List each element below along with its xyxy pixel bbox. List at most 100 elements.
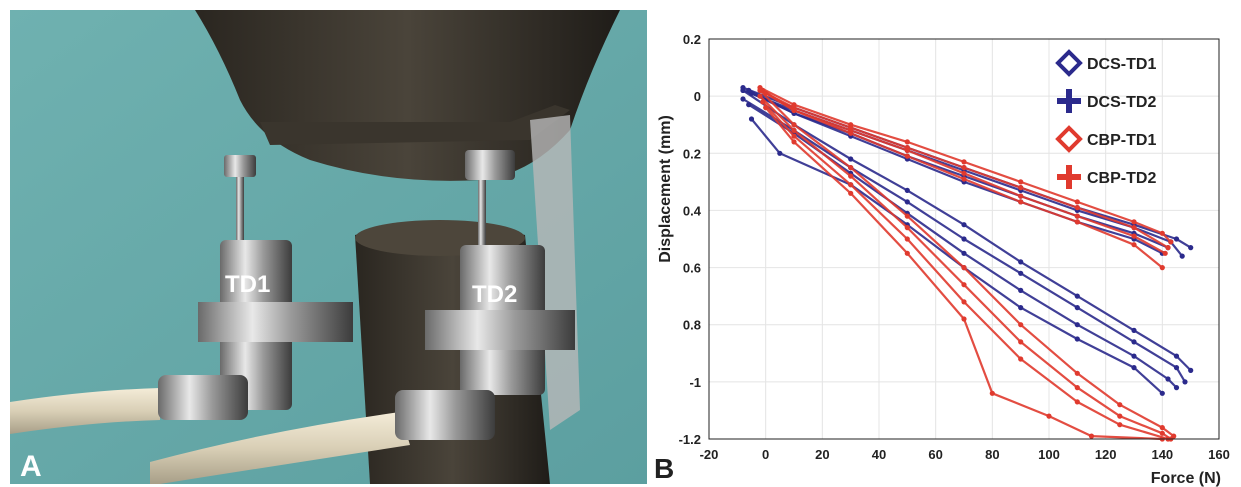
- data-point: [791, 139, 797, 145]
- data-point: [1088, 433, 1095, 439]
- data-point: [904, 225, 910, 231]
- y-tick-label: 0: [694, 89, 701, 104]
- x-tick-label: 80: [985, 447, 999, 462]
- data-point: [1131, 353, 1137, 359]
- data-point: [1159, 430, 1165, 436]
- data-point: [1117, 402, 1123, 408]
- data-point: [1117, 422, 1123, 428]
- data-point: [961, 170, 967, 176]
- data-point: [1018, 322, 1024, 328]
- panel-letter-b: B: [654, 453, 674, 484]
- data-point: [961, 176, 967, 182]
- curves: [740, 85, 1194, 442]
- data-point: [1117, 413, 1123, 419]
- data-point: [1131, 327, 1137, 333]
- legend-label: CBP-TD2: [1087, 170, 1156, 187]
- data-point: [1173, 236, 1180, 242]
- y-tick-label: 0.2: [683, 146, 701, 161]
- data-point: [1179, 253, 1185, 259]
- data-point: [1074, 336, 1080, 342]
- data-point: [989, 390, 995, 396]
- x-tick-label: 140: [1151, 447, 1173, 462]
- data-point: [848, 173, 854, 179]
- data-point: [1162, 250, 1168, 256]
- series-line: [742, 89, 1192, 372]
- fixture-photo: TD1 TD2 A: [10, 10, 647, 484]
- cable-right: [150, 412, 410, 484]
- cable-left-connector: [158, 375, 248, 420]
- y-tick-label: 0.8: [683, 318, 701, 333]
- data-point: [1074, 199, 1080, 205]
- series-line: [742, 98, 1186, 383]
- data-point: [1018, 179, 1024, 185]
- data-point: [961, 159, 967, 165]
- data-point: [1165, 376, 1171, 382]
- data-point: [1074, 219, 1080, 225]
- td2-clamp: [425, 310, 575, 350]
- data-point: [904, 187, 910, 193]
- x-tick-label: 0: [762, 447, 769, 462]
- data-point: [1131, 233, 1137, 239]
- tick-labels: -20 0 20 40 60 80 100 120 140 160 0.2 0 0.2 0.4 0.6 0.8…: [679, 32, 1230, 462]
- data-point: [1173, 365, 1180, 371]
- data-point: [904, 213, 910, 219]
- data-point: [1074, 385, 1080, 391]
- data-point: [748, 116, 755, 122]
- data-point: [1173, 353, 1180, 359]
- data-point: [904, 139, 910, 145]
- data-point: [757, 87, 763, 93]
- y-tick-label: 0.2: [683, 32, 701, 47]
- x-tick-label: 120: [1095, 447, 1117, 462]
- data-point: [1074, 305, 1080, 311]
- data-point: [791, 122, 797, 128]
- data-point: [1131, 339, 1137, 345]
- data-point: [848, 130, 854, 136]
- x-tick-label: 100: [1038, 447, 1060, 462]
- series-line: [759, 86, 1172, 243]
- data-point: [1074, 205, 1080, 211]
- series-cbp-td2: [757, 87, 1177, 442]
- legend-diamond-icon: [1055, 49, 1083, 77]
- x-tick-label: 20: [815, 447, 829, 462]
- data-point: [791, 133, 797, 139]
- data-point: [1173, 385, 1180, 391]
- x-tick-label: 40: [872, 447, 886, 462]
- data-point: [904, 236, 910, 242]
- td1-rod: [236, 165, 244, 245]
- data-point: [1131, 365, 1137, 371]
- side-plate: [530, 115, 580, 430]
- td1-head: [224, 155, 256, 177]
- upper-plate: [260, 105, 570, 145]
- data-point: [791, 107, 797, 113]
- x-axis-label: Force (N): [1151, 470, 1221, 487]
- y-axis-label: Displacement (mm): [657, 115, 674, 263]
- data-point: [1159, 265, 1165, 271]
- data-point: [1046, 413, 1052, 419]
- chart-panel: -20 0 20 40 60 80 100 120 140 160 0.2 0 0.2 0.4 0.6 0.8…: [652, 0, 1241, 487]
- data-point: [1168, 239, 1174, 245]
- photo-panel: TD1 TD2 A: [10, 10, 647, 484]
- y-tick-label: -1.2: [679, 432, 701, 447]
- data-point: [1131, 242, 1137, 248]
- data-point: [848, 156, 854, 162]
- data-point: [904, 147, 910, 153]
- data-point: [1182, 379, 1188, 385]
- data-point: [848, 182, 854, 188]
- axes: [708, 38, 1220, 440]
- series-line: [764, 106, 1163, 441]
- x-tick-label: 160: [1208, 447, 1230, 462]
- data-point: [1018, 199, 1024, 205]
- legend-label: CBP-TD1: [1087, 132, 1156, 149]
- data-point: [1131, 219, 1137, 225]
- data-point: [1018, 259, 1024, 265]
- data-point: [763, 105, 769, 111]
- data-point: [1188, 367, 1194, 373]
- cable-left: [10, 388, 160, 434]
- panel-letter-a: A: [20, 450, 42, 483]
- data-point: [1074, 293, 1080, 299]
- legend-diamond-icon: [1055, 125, 1083, 153]
- data-point: [1165, 245, 1171, 251]
- series-cbp-td1: [757, 85, 1174, 271]
- data-point: [1018, 356, 1024, 362]
- force-displacement-chart: -20 0 20 40 60 80 100 120 140 160 0.2 0 0.2 0.4 0.6 0.8…: [654, 32, 1230, 487]
